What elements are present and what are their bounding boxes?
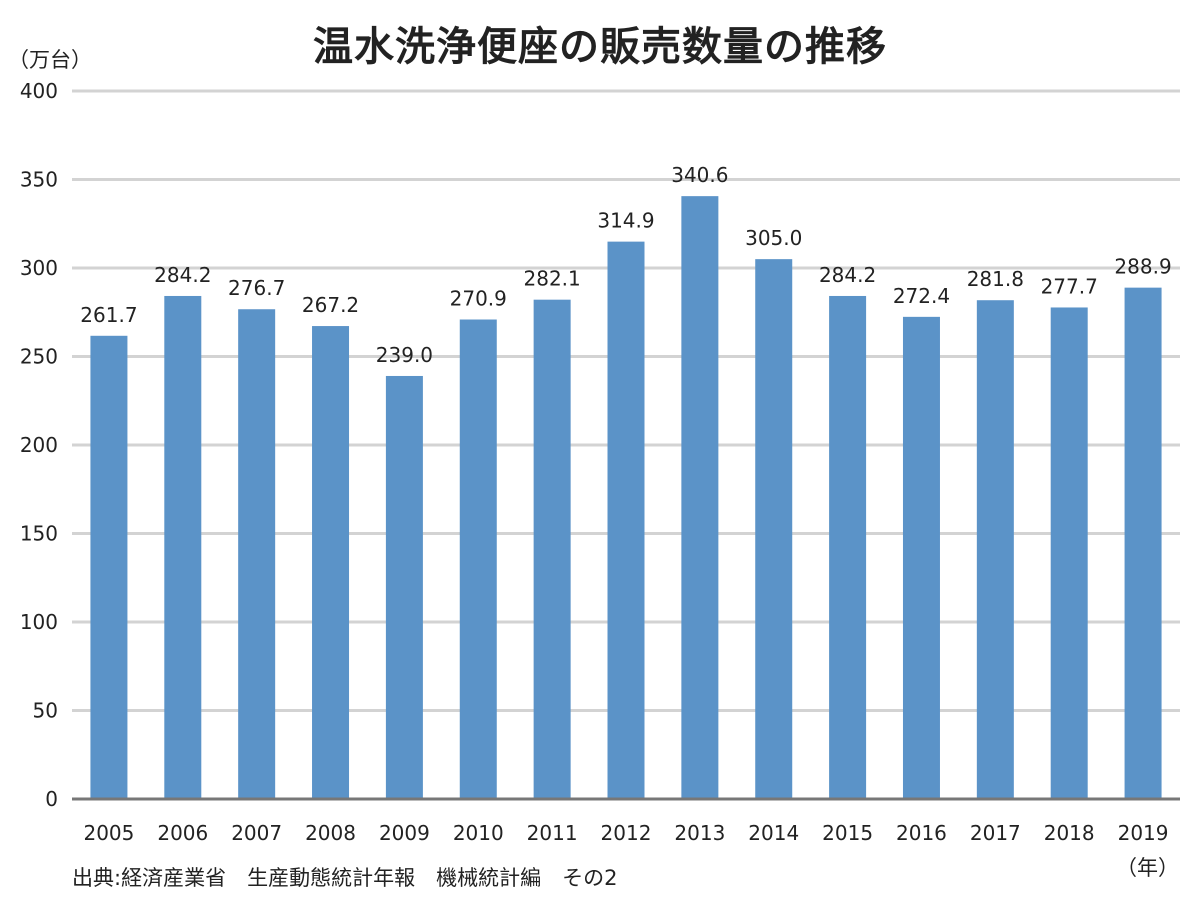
x-tick-label: 2010 [453,821,504,845]
y-tick-label: 0 [45,787,58,811]
x-tick-label: 2018 [1044,821,1095,845]
bar-value-label: 239.0 [376,343,433,367]
bar-value-label: 284.2 [154,263,211,287]
bar-value-label: 305.0 [745,226,802,250]
x-tick-label: 2012 [601,821,652,845]
bar [902,316,940,799]
y-tick-label: 300 [20,256,58,280]
bar [681,196,719,799]
x-tick-label: 2009 [379,821,430,845]
x-tick-label: 2011 [527,821,578,845]
bar-value-label: 281.8 [967,267,1024,291]
y-tick-label: 150 [20,522,58,546]
bar [533,299,571,799]
source-note: 出典:経済産業省 生産動態統計年報 機械統計編 その2 [72,866,618,890]
bar [312,326,350,799]
x-tick-label: 2005 [83,821,134,845]
y-tick-label: 200 [20,433,58,457]
x-tick-label: 2015 [822,821,873,845]
bar [164,295,202,799]
bar-value-label: 267.2 [302,293,359,317]
x-tick-label: 2016 [896,821,947,845]
bar-value-label: 261.7 [80,303,137,327]
bar [385,375,423,799]
bar-value-label: 284.2 [819,263,876,287]
x-tick-label: 2013 [674,821,725,845]
bar-value-label: 276.7 [228,276,285,300]
bar-value-label: 340.6 [671,163,728,187]
x-tick-label: 2014 [748,821,799,845]
bar-value-label: 277.7 [1041,274,1098,298]
y-axis-unit-label: （万台） [8,48,92,72]
x-tick-label: 2008 [305,821,356,845]
y-tick-label: 100 [20,610,58,634]
bar [238,309,276,799]
bar [90,335,128,799]
x-axis-unit-label: （年） [1116,856,1179,880]
bar [829,295,867,799]
bar-value-label: 270.9 [450,287,507,311]
bar-value-label: 282.1 [524,267,581,291]
x-tick-label: 2017 [970,821,1021,845]
y-tick-label: 350 [20,168,58,192]
bar [1124,287,1162,799]
y-tick-label: 50 [33,699,58,723]
x-tick-label: 2007 [231,821,282,845]
bar [607,241,645,799]
bar-value-label: 272.4 [893,284,950,308]
bar-value-label: 288.9 [1114,255,1171,279]
x-tick-label: 2006 [157,821,208,845]
bar-value-label: 314.9 [597,209,654,233]
y-tick-label: 250 [20,345,58,369]
bar [459,319,497,799]
bar [1050,307,1088,799]
y-tick-label: 400 [20,79,58,103]
x-tick-label: 2019 [1118,821,1169,845]
chart-title: 温水洗浄便座の販売数量の推移 [313,24,887,70]
bar [755,259,793,799]
bar [976,300,1014,799]
